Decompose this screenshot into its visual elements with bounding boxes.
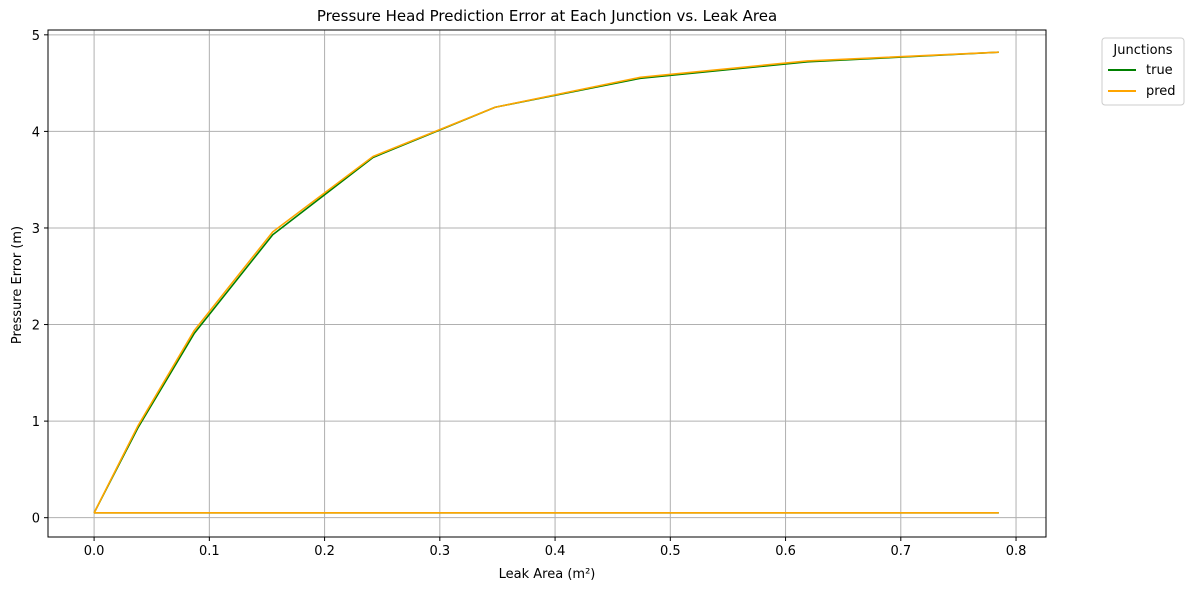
y-tick-label: 3 (32, 222, 40, 237)
x-tick-label: 0.5 (660, 544, 681, 559)
x-tick-label: 0.4 (545, 544, 566, 559)
legend-label-pred: pred (1146, 84, 1176, 99)
plot-frame (47, 29, 1047, 538)
series-line-pred-1 (93, 51, 999, 514)
x-axis-label: Leak Area (m²) (499, 567, 596, 582)
y-tick-label: 1 (32, 415, 40, 430)
legend: Junctions true pred (1101, 37, 1185, 106)
y-tick-label: 5 (32, 29, 40, 44)
x-tick-label: 0.0 (84, 544, 105, 559)
x-tick-label: 0.3 (429, 544, 450, 559)
grid-layer (48, 30, 1046, 537)
x-tick-label: 0.2 (314, 544, 335, 559)
x-tick-label: 0.6 (775, 544, 796, 559)
x-tick-label: 0.7 (890, 544, 911, 559)
series-layer (93, 51, 999, 514)
chart-title: Pressure Head Prediction Error at Each J… (317, 7, 777, 25)
tick-layer: 0.0 0.1 0.2 0.3 0.4 0.5 0.6 0.7 0.8 0 1 2 3 4 5 (32, 29, 1027, 559)
y-tick-label: 4 (32, 125, 40, 140)
x-tick-label: 0.1 (199, 544, 220, 559)
legend-title: Junctions (1112, 43, 1172, 58)
y-axis-label: Pressure Error (m) (10, 226, 25, 344)
y-tick-label: 2 (32, 319, 40, 334)
legend-label-true: true (1146, 63, 1173, 78)
series-line-true-1 (93, 51, 999, 514)
x-tick-label: 0.8 (1006, 544, 1027, 559)
y-tick-label: 0 (32, 512, 40, 527)
legend-box (1101, 37, 1185, 106)
